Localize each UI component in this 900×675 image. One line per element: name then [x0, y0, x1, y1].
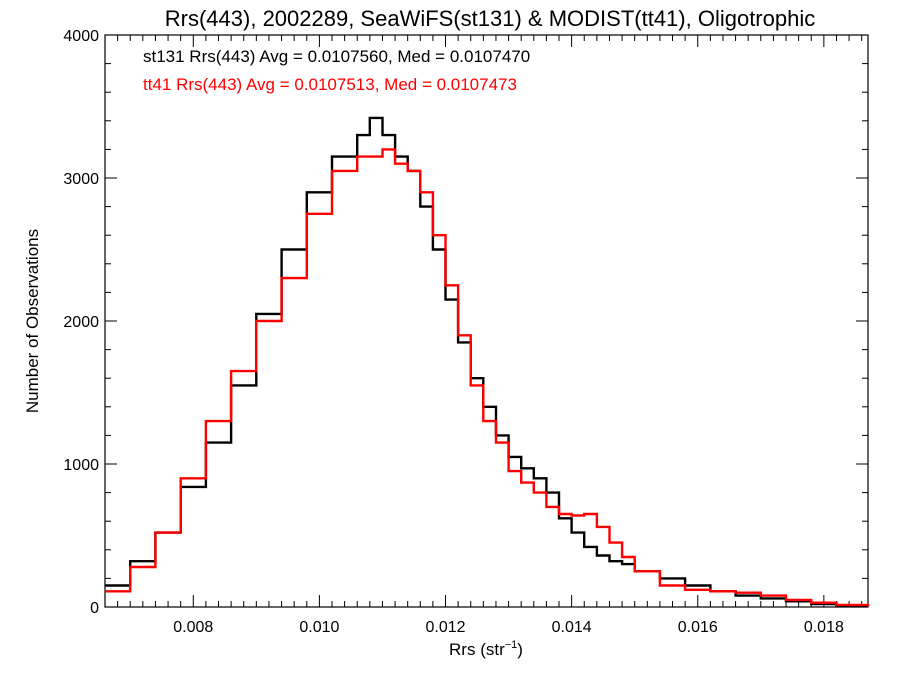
legend-entry-1: tt41 Rrs(443) Avg = 0.0107513, Med = 0.0…	[143, 75, 517, 94]
y-tick-label-4: 4000	[63, 28, 99, 45]
x-axis-label-base: Rrs (str	[449, 640, 505, 659]
y-tick-label-0: 0	[90, 600, 99, 617]
x-axis-label-superscript: −1	[505, 639, 518, 651]
legend-entry-0: st131 Rrs(443) Avg = 0.0107560, Med = 0.…	[143, 47, 530, 66]
x-tick-label-1: 0.010	[299, 619, 339, 636]
x-tick-label-4: 0.016	[678, 619, 718, 636]
legend: st131 Rrs(443) Avg = 0.0107560, Med = 0.…	[143, 47, 530, 94]
x-axis-label: Rrs (str−1)	[449, 639, 523, 659]
y-axis-label: Number of Observations	[23, 229, 42, 413]
y-tick-label-3: 3000	[63, 171, 99, 188]
x-tick-label-2: 0.012	[425, 619, 465, 636]
series-0-line	[105, 116, 870, 607]
x-axis: 0.008 0.010 0.012 0.014 0.016 0.018	[104, 35, 863, 636]
y-tick-label-1: 1000	[63, 457, 99, 474]
y-tick-label-2: 2000	[63, 314, 99, 331]
series-1-line	[105, 148, 870, 607]
x-tick-label-3: 0.014	[552, 619, 592, 636]
plot-frame	[104, 34, 869, 608]
chart-title: Rrs(443), 2002289, SeaWiFS(st131) & MODI…	[165, 6, 815, 31]
y-axis: 0 1000 2000 3000 4000	[63, 28, 868, 617]
series-layer	[105, 116, 870, 607]
x-tick-label-0: 0.008	[173, 619, 213, 636]
x-tick-label-5: 0.018	[804, 619, 844, 636]
x-axis-label-end: )	[517, 640, 523, 659]
